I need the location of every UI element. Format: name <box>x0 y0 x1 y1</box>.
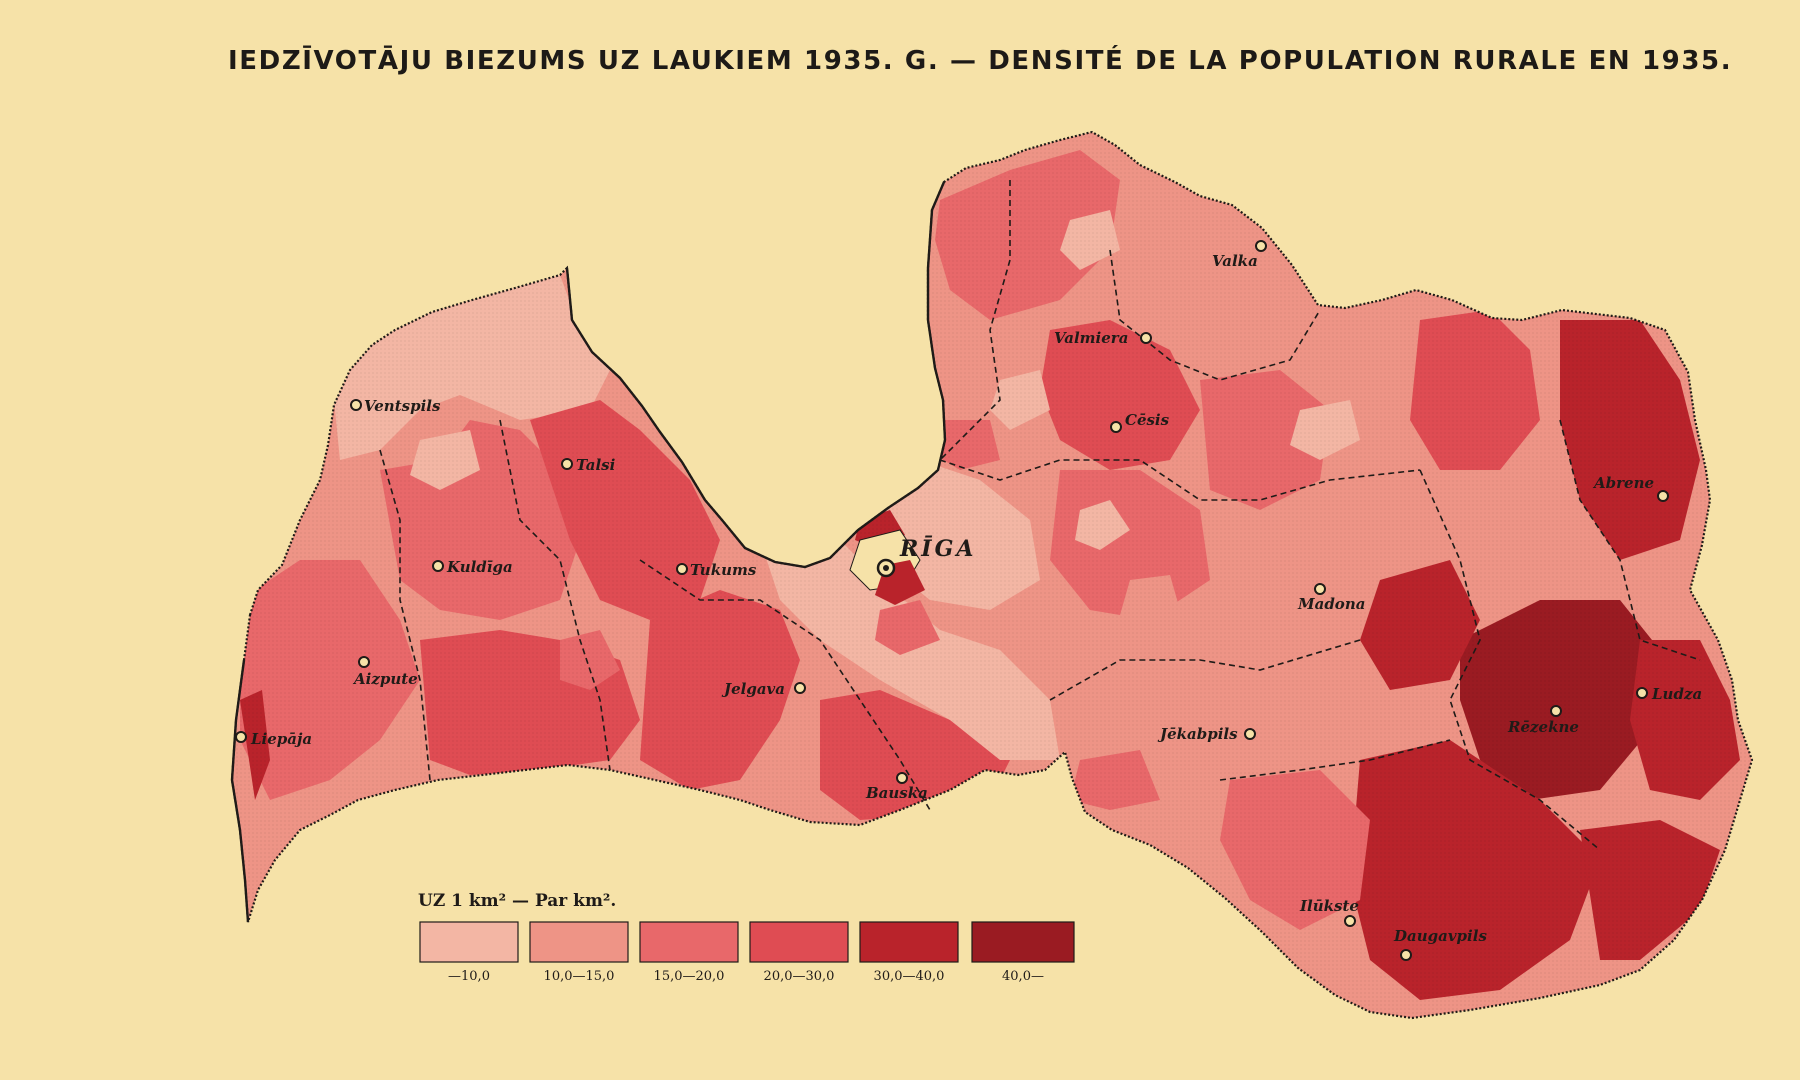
city-label-liepaja: Liepāja <box>250 730 312 748</box>
city-valmiera: Valmiera <box>1054 329 1152 347</box>
district-border <box>499 419 611 771</box>
city-label-ludza: Ludza <box>1651 685 1702 703</box>
legend-item: 40,0— <box>971 921 1075 984</box>
district-border <box>1109 249 1321 381</box>
city-liepaja: Liepāja <box>235 730 312 748</box>
city-marker <box>1344 915 1356 927</box>
city-label-aizpute: Aizpute <box>352 670 418 688</box>
city-label-valka: Valka <box>1212 252 1258 270</box>
city-label-jelgava: Jelgava <box>721 680 785 698</box>
city-marker <box>432 560 444 572</box>
city-marker <box>561 458 573 470</box>
legend-item: 20,0—30,0 <box>749 921 849 984</box>
legend-label: —10,0 <box>448 969 490 984</box>
city-rezekne: Rēzekne <box>1507 705 1579 736</box>
map-title: IEDZĪVOTĀJU BIEZUMS UZ LAUKIEM 1935. G. … <box>228 46 1733 76</box>
district-borders <box>379 180 1701 851</box>
city-cesis: Cēsis <box>1110 411 1170 433</box>
city-label-rezekne: Rēzekne <box>1507 718 1579 736</box>
city-label-daugavpils: Daugavpils <box>1393 927 1487 945</box>
city-ilukste: Ilūkste <box>1299 897 1359 927</box>
state-border <box>230 130 1754 1020</box>
city-madona: Madona <box>1297 583 1365 613</box>
city-label-abrene: Abrene <box>1592 474 1654 492</box>
legend-swatch <box>859 921 959 963</box>
legend-title: UZ 1 km² — Par km². <box>418 891 616 911</box>
legend: UZ 1 km² — Par km². —10,0 10,0—15,0 15,0… <box>418 891 1075 984</box>
city-label-ventspils: Ventspils <box>364 397 441 415</box>
district-border <box>1049 639 1361 701</box>
city-riga: RĪGA <box>876 535 976 578</box>
city-label-cesis: Cēsis <box>1125 411 1170 429</box>
cities-layer: Ventspils Talsi Kuldīga Tukums Aizpute L… <box>235 240 1702 961</box>
legend-swatch <box>529 921 629 963</box>
city-marker <box>794 682 806 694</box>
legend-swatch <box>971 921 1075 963</box>
city-bauska: Bauska <box>865 772 928 802</box>
district-border <box>1559 419 1701 661</box>
city-label-talsi: Talsi <box>576 456 616 474</box>
city-marker <box>676 563 688 575</box>
city-label-jekabpils: Jēkabpils <box>1157 725 1238 743</box>
city-talsi: Talsi <box>561 456 616 474</box>
coastline <box>230 181 947 923</box>
legend-item: 10,0—15,0 <box>529 921 629 984</box>
legend-item: —10,0 <box>419 921 519 984</box>
district-border <box>1219 739 1451 781</box>
city-marker <box>1140 332 1152 344</box>
city-ventspils: Ventspils <box>350 397 441 415</box>
city-label-ilukste: Ilūkste <box>1299 897 1359 915</box>
legend-label: 40,0— <box>1002 969 1044 984</box>
city-aizpute: Aizpute <box>352 656 418 688</box>
district-border <box>939 180 1011 461</box>
city-label-valmiera: Valmiera <box>1054 329 1128 347</box>
city-marker <box>1550 705 1562 717</box>
city-abrene: Abrene <box>1592 474 1669 502</box>
legend-swatch <box>419 921 519 963</box>
city-marker <box>358 656 370 668</box>
city-jekabpils: Jēkabpils <box>1157 725 1256 743</box>
city-marker <box>1314 583 1326 595</box>
city-label-madona: Madona <box>1297 595 1365 613</box>
city-marker <box>1400 949 1412 961</box>
city-tukums: Tukums <box>676 561 757 579</box>
city-kuldiga: Kuldīga <box>432 558 513 576</box>
city-marker <box>1636 687 1648 699</box>
legend-label: 20,0—30,0 <box>764 969 835 984</box>
city-marker <box>1657 490 1669 502</box>
legend-label: 30,0—40,0 <box>874 969 945 984</box>
district-border <box>639 559 931 811</box>
district-border <box>1419 469 1601 851</box>
city-marker <box>1244 728 1256 740</box>
city-valka: Valka <box>1212 240 1267 270</box>
legend-label: 15,0—20,0 <box>654 969 725 984</box>
district-border <box>939 459 1421 501</box>
city-marker <box>235 731 247 743</box>
city-marker <box>896 772 908 784</box>
legend-item: 15,0—20,0 <box>639 921 739 984</box>
city-ludza: Ludza <box>1636 685 1702 703</box>
city-jelgava: Jelgava <box>721 680 806 698</box>
district-border <box>379 449 431 781</box>
legend-item: 30,0—40,0 <box>859 921 959 984</box>
city-label-riga: RĪGA <box>899 535 976 562</box>
legend-label: 10,0—15,0 <box>544 969 615 984</box>
city-label-kuldiga: Kuldīga <box>446 558 513 576</box>
city-daugavpils: Daugavpils <box>1393 927 1487 961</box>
legend-swatch <box>749 921 849 963</box>
city-marker <box>1255 240 1267 252</box>
city-label-bauska: Bauska <box>865 784 928 802</box>
city-marker <box>1110 421 1122 433</box>
capital-marker-dot <box>883 565 889 571</box>
city-marker <box>350 399 362 411</box>
legend-swatch <box>639 921 739 963</box>
city-label-tukums: Tukums <box>690 561 757 579</box>
